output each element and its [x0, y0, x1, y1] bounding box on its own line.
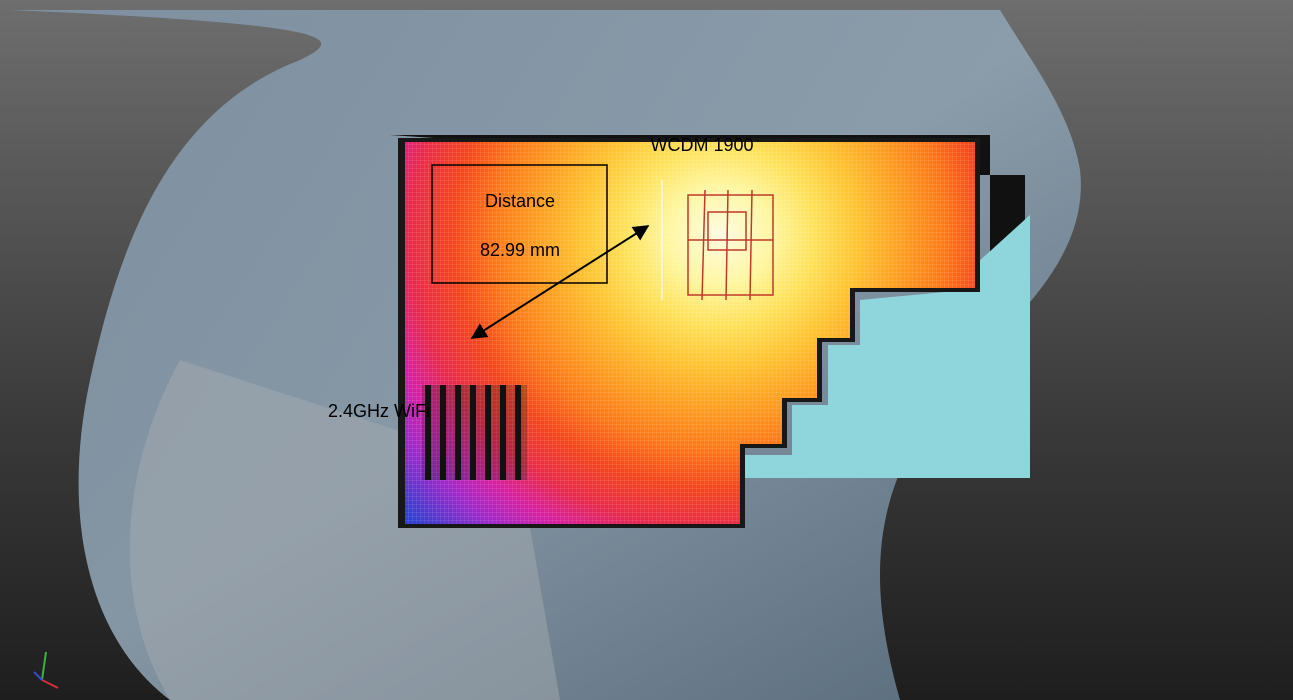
antenna-label: WCDM 1900 [650, 135, 753, 155]
distance-value: 82.99 mm [480, 240, 560, 260]
head-shading [129, 360, 560, 700]
wifi-antenna [422, 385, 527, 480]
wcdma-antenna [687, 189, 774, 301]
distance-title: Distance [485, 191, 555, 211]
distance-arrow [470, 225, 650, 339]
axis-triad [33, 651, 59, 689]
antenna-label: 2.4GHz WiFi [328, 401, 430, 421]
